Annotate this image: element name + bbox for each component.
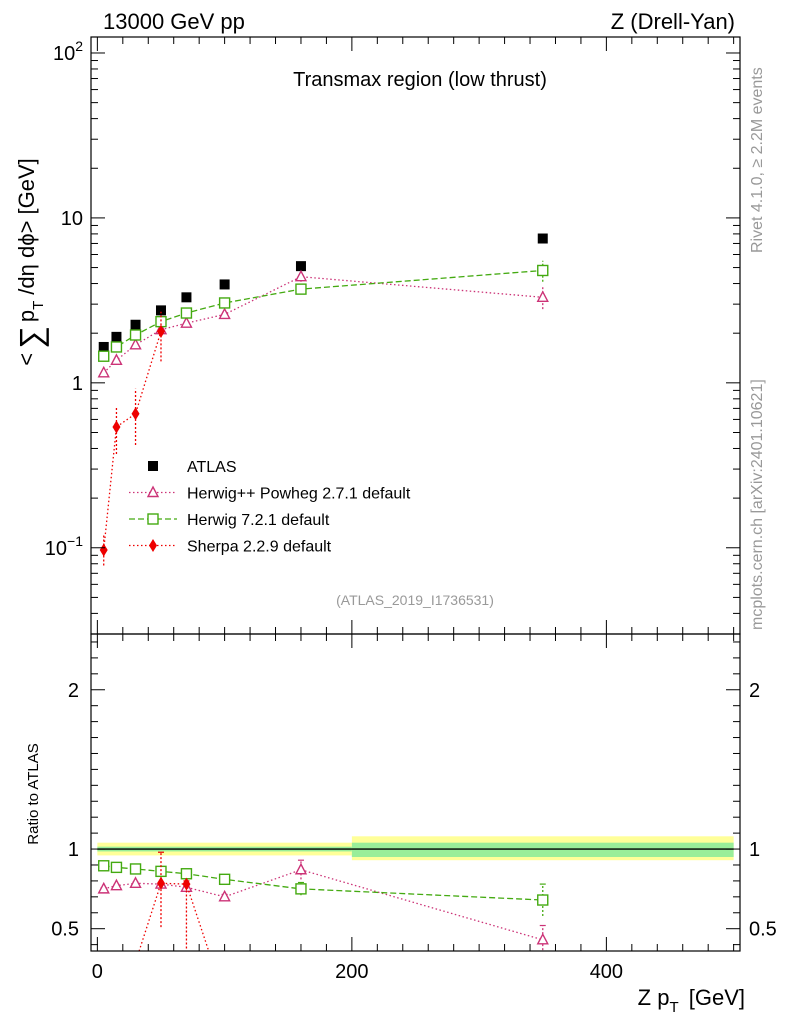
data-point bbox=[219, 279, 230, 290]
ratio-point bbox=[218, 889, 231, 902]
data-point bbox=[98, 350, 110, 362]
data-point bbox=[99, 543, 108, 557]
y-axis-title-ratio: Ratio to ATLAS bbox=[25, 743, 42, 844]
ratio-point bbox=[97, 881, 110, 894]
legend-entry: Herwig 7.2.1 default bbox=[129, 512, 330, 529]
data-point bbox=[180, 307, 193, 319]
data-point bbox=[112, 420, 121, 434]
y-tick-label: 10 bbox=[61, 208, 83, 230]
y-tick-label: 10−1 bbox=[45, 533, 83, 560]
data-point bbox=[295, 261, 306, 272]
legend-label: ATLAS bbox=[187, 459, 237, 476]
y-tick-label: 102 bbox=[53, 38, 83, 65]
data-point bbox=[218, 307, 231, 320]
rivet-label: Rivet 4.1.0, ≥ 2.2M events bbox=[749, 67, 766, 253]
ratio-point bbox=[110, 878, 123, 891]
region-title: Transmax region (low thrust) bbox=[293, 69, 547, 91]
ratio-panel: 0.5 0.5 1 1 2 2 0 200 400 bbox=[51, 634, 777, 983]
ratio-point bbox=[182, 877, 191, 891]
data-point bbox=[218, 297, 231, 309]
x-axis-title: Z pT [GeV] bbox=[638, 985, 745, 1016]
legend-marker bbox=[148, 461, 158, 471]
ratio-point bbox=[110, 861, 123, 874]
legend-marker bbox=[149, 539, 157, 552]
ratio-line bbox=[103, 869, 543, 941]
legend-marker bbox=[146, 485, 160, 498]
mcplots-label: mcplots.cern.ch [arXiv:2401.10621] bbox=[749, 379, 766, 630]
legend-label: Sherpa 2.2.9 default bbox=[187, 539, 332, 556]
y-axis-title-main: <∑pT/dη dϕ> [GeV] bbox=[13, 158, 49, 366]
series-line bbox=[103, 276, 543, 374]
data-point bbox=[129, 337, 142, 350]
legend-label: Herwig 7.2.1 default bbox=[187, 512, 330, 529]
ratio-point bbox=[536, 932, 549, 945]
ratio-y-tick-label-right: 1 bbox=[749, 839, 760, 861]
x-tick-label: 0 bbox=[92, 961, 103, 983]
legend-entry: Herwig++ Powheg 2.7.1 default bbox=[129, 485, 411, 503]
data-point bbox=[294, 269, 308, 282]
ratio-line bbox=[138, 882, 210, 951]
data-point bbox=[536, 290, 549, 303]
data-point bbox=[110, 353, 123, 365]
ratio-line bbox=[103, 865, 543, 901]
y-tick-label: 1 bbox=[72, 373, 83, 395]
legend-entry: ATLAS bbox=[148, 459, 237, 476]
data-point bbox=[98, 341, 109, 352]
energy-label: 13000 GeV pp bbox=[103, 9, 245, 34]
ratio-point bbox=[218, 873, 231, 886]
ratio-y-tick-label: 1 bbox=[68, 839, 79, 861]
ratio-point bbox=[98, 860, 110, 872]
analysis-id: (ATLAS_2019_I1736531) bbox=[336, 592, 494, 608]
data-point bbox=[155, 305, 166, 316]
main-y-ticks: 10−1 1 10 102 bbox=[45, 37, 740, 635]
x-tick-label: 200 bbox=[335, 961, 368, 983]
ratio-y-tick-label: 2 bbox=[68, 680, 79, 702]
ratio-point bbox=[129, 863, 142, 875]
ratio-y-tick-label: 0.5 bbox=[51, 919, 79, 941]
data-point bbox=[110, 341, 123, 353]
legend-marker bbox=[147, 513, 159, 525]
ratio-point bbox=[294, 862, 308, 875]
data-point bbox=[131, 407, 140, 421]
data-point bbox=[537, 264, 549, 277]
data-point bbox=[156, 324, 165, 338]
main-plot-area bbox=[97, 233, 549, 566]
ratio-y-tick-label-right: 2 bbox=[749, 680, 760, 702]
ratio-point bbox=[129, 876, 142, 888]
x-tick-label: 400 bbox=[590, 961, 623, 983]
ratio-y-tick-label-right: 0.5 bbox=[749, 919, 777, 941]
ratio-point bbox=[180, 868, 193, 880]
legend: ATLAS Herwig++ Powheg 2.7.1 default Herwig… bbox=[129, 459, 411, 556]
main-panel: 10−1 1 10 102 bbox=[45, 37, 740, 635]
ratio-point bbox=[537, 894, 549, 906]
uncertainty-band-inner bbox=[351, 842, 734, 858]
svg-text:<∑pT/dη dϕ> [GeV]: <∑pT/dη dϕ> [GeV] bbox=[13, 158, 49, 366]
data-point bbox=[129, 329, 142, 341]
ratio-frame bbox=[90, 633, 741, 952]
ratio-series-2 bbox=[138, 851, 210, 951]
data-point bbox=[111, 331, 122, 342]
series-0 bbox=[98, 233, 548, 352]
legend-label: Herwig++ Powheg 2.7.1 default bbox=[187, 486, 411, 503]
data-point bbox=[295, 283, 307, 295]
series-2 bbox=[98, 260, 549, 362]
legend-entry: Sherpa 2.2.9 default bbox=[129, 539, 332, 556]
ratio-ticks: 0.5 0.5 1 1 2 2 0 200 400 bbox=[51, 634, 777, 983]
ratio-point bbox=[295, 883, 307, 895]
series-3 bbox=[99, 311, 165, 566]
svg-text:Z pT [GeV]: Z pT [GeV] bbox=[638, 985, 745, 1016]
series-line bbox=[103, 269, 543, 357]
ratio-bands bbox=[97, 836, 734, 861]
data-point bbox=[537, 233, 548, 244]
ratio-plot-area bbox=[97, 836, 734, 951]
data-point bbox=[97, 365, 110, 378]
data-point bbox=[180, 316, 193, 328]
process-label: Z (Drell-Yan) bbox=[611, 9, 735, 34]
data-point bbox=[130, 319, 141, 330]
ratio-point bbox=[156, 876, 165, 890]
data-point bbox=[181, 292, 192, 303]
